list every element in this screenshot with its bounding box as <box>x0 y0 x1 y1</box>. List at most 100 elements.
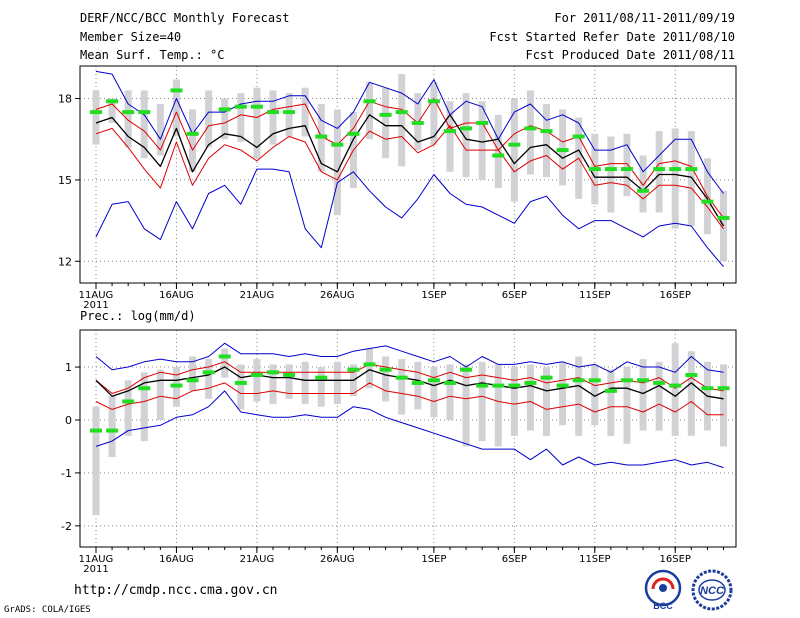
panel1-spread-bar-39 <box>720 190 728 262</box>
panel2-observed-marker-25 <box>492 383 505 388</box>
panel2-spread-bar-19 <box>398 359 406 415</box>
panel1-observed-marker-21 <box>427 99 440 104</box>
panel1-spread-bar-18 <box>382 87 390 159</box>
panel2-observed-marker-5 <box>170 383 183 388</box>
panel1-xtick-label-5: 6SEP <box>502 290 527 301</box>
panel1-observed-marker-32 <box>604 167 617 172</box>
panel2-spread-bar-27 <box>526 364 534 431</box>
panel2-spread-bar-6 <box>189 356 197 391</box>
panel2-ytick-label-1: -1 <box>61 467 72 480</box>
panel2-spread-bar-18 <box>382 356 390 402</box>
panel2-observed-marker-26 <box>508 383 521 388</box>
panel1-mean-line <box>95 114 725 227</box>
panel2-observed-marker-36 <box>669 383 682 388</box>
panel2-variable-label: Prec.: log(mm/d) <box>80 309 196 323</box>
panel2-spread-bar-22 <box>446 364 454 420</box>
panel1-observed-marker-25 <box>492 153 505 158</box>
panel1-observed-marker-28 <box>540 129 553 134</box>
panel1-observed-marker-10 <box>250 104 263 109</box>
panel1-observed-marker-9 <box>234 104 247 109</box>
panel1-spread-bar-15 <box>333 109 341 216</box>
panel2-spread-bar-21 <box>430 367 438 418</box>
panel1-observed-marker-31 <box>588 167 601 172</box>
panel1-spread-bar-24 <box>478 101 486 180</box>
panel2-spread-bar-1 <box>108 396 116 458</box>
panel2-spread-bar-10 <box>253 359 261 402</box>
panel1-upper-line <box>95 98 724 219</box>
bcc-logo-core <box>659 584 667 592</box>
panel2-observed-marker-14 <box>315 375 328 380</box>
source-url: http://cmdp.ncc.cma.gov.cn <box>74 583 278 598</box>
panel2-spread-bar-29 <box>559 361 567 426</box>
panel1-spread-bar-4 <box>156 103 164 156</box>
panel1-xtick-label-4: 1SEP <box>421 290 446 301</box>
panel2-lower-line <box>95 382 724 416</box>
panel2-observed-marker-2 <box>122 399 135 404</box>
panel2-year-label: 2011 <box>83 564 108 575</box>
panel1-spread-bar-19 <box>398 74 406 167</box>
panel1-spread-bar-1 <box>108 98 116 123</box>
panel2-spread-bar-7 <box>205 359 213 399</box>
panel2-min-line <box>95 390 724 469</box>
panel2-observed-marker-3 <box>138 386 151 391</box>
panel2-xtick-label-4: 1SEP <box>421 554 446 565</box>
panel1-observed-marker-19 <box>395 110 408 115</box>
panel1-observed-marker-3 <box>138 110 151 115</box>
panel2-spread-bar-2 <box>124 380 132 436</box>
panel1-observed-marker-20 <box>411 120 424 125</box>
panel2-spread-bar-30 <box>575 356 583 436</box>
panel1-observed-marker-37 <box>685 167 698 172</box>
panel1-spread-bar-36 <box>671 128 679 229</box>
panel1-spread-bar-7 <box>205 90 213 148</box>
panel1-observed-marker-29 <box>556 148 569 153</box>
grads-credit: GrADS: COLA/IGES <box>4 605 91 615</box>
panel2-spread-bar-15 <box>333 361 341 405</box>
panel2-xtick-label-0: 11AUG <box>79 554 114 565</box>
panel2-xtick-label-7: 16SEP <box>660 554 691 565</box>
panel1-observed-marker-33 <box>620 167 633 172</box>
panel2-observed-marker-1 <box>106 428 119 433</box>
panel1-observed-marker-11 <box>266 110 279 115</box>
panel2-observed-marker-24 <box>476 383 489 388</box>
panel2-observed-marker-34 <box>637 378 650 383</box>
panel1-observed-marker-22 <box>443 129 456 134</box>
panel1-observed-marker-16 <box>347 131 360 136</box>
panel2-xtick-label-3: 26AUG <box>320 554 355 565</box>
panel2-frame <box>79 329 737 548</box>
panel1-spread-bar-10 <box>253 87 261 159</box>
panel2-observed-marker-21 <box>427 378 440 383</box>
panel1-spread-bar-26 <box>510 98 518 202</box>
panel2-ytick-label-2: 0 <box>65 414 72 427</box>
panel1-observed-marker-6 <box>186 131 199 136</box>
panel2-observed-marker-39 <box>717 386 730 391</box>
panel1-spread-bar-32 <box>607 136 615 213</box>
panel1-spread-bar-11 <box>269 90 277 145</box>
panel1-spread-bar-29 <box>559 109 567 186</box>
panel2-spread-bar-23 <box>462 364 470 447</box>
panel2-observed-marker-16 <box>347 367 360 372</box>
panel2-observed-marker-27 <box>524 380 537 385</box>
ncc-logo-text: NCC <box>700 585 725 597</box>
started-refer-date-label: Fcst Started Refer Date 2011/08/10 <box>489 30 735 44</box>
panel2-spread-bar-25 <box>494 364 502 447</box>
panel2-observed-marker-17 <box>363 362 376 367</box>
panel1-spread-bar-13 <box>301 87 309 137</box>
panel2-observed-marker-22 <box>443 380 456 385</box>
panel1-observed-marker-24 <box>476 120 489 125</box>
panel1-observed-marker-30 <box>572 134 585 139</box>
bcc-logo-text: BCC <box>653 601 673 611</box>
panel2-observed-marker-29 <box>556 383 569 388</box>
panel2-observed-marker-35 <box>653 380 666 385</box>
panel2-spread-bar-0 <box>92 406 100 516</box>
panel1-spread-bar-27 <box>526 90 534 175</box>
panel1-observed-marker-5 <box>170 88 183 93</box>
panel2-spread-bar-37 <box>687 351 695 436</box>
panel1-ytick-label-1: 15 <box>58 174 72 187</box>
panel1-observed-marker-35 <box>653 167 666 172</box>
panel2-spread-bar-39 <box>720 364 728 447</box>
panel2-spread-bar-34 <box>639 359 647 431</box>
panel2-xtick-label-6: 11SEP <box>579 554 610 565</box>
panel1-observed-marker-34 <box>637 188 650 193</box>
